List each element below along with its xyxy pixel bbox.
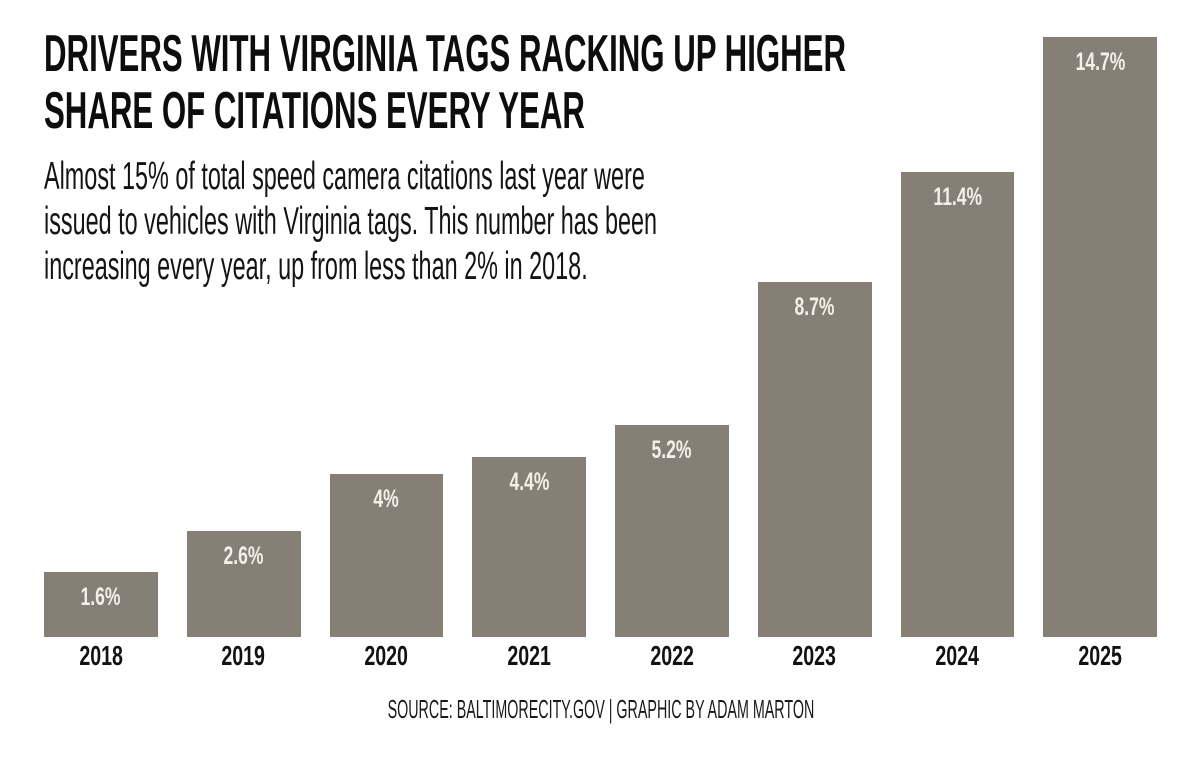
subtitle-line-2: issued to vehicles with Virginia tags. T…: [44, 200, 658, 243]
bar-value-label: 14.7%: [1075, 48, 1125, 76]
bar-value-label: 4%: [373, 485, 400, 513]
x-axis-labels: 2018 2019 2020 2021 2022 2023 2024 2025: [44, 640, 1157, 672]
bar-value-label: 11.4%: [933, 183, 982, 211]
bar-2021: 4.4%: [472, 457, 586, 637]
source-credit: SOURCE: BALTIMORECITY.GOV | GRAPHIC BY A…: [0, 695, 1201, 724]
chart-title: DRIVERS WITH VIRGINIA TAGS RACKING UP HI…: [44, 26, 1201, 140]
chart-subtitle: Almost 15% of total speed camera citatio…: [44, 154, 1066, 289]
bar-value-label: 8.7%: [794, 293, 835, 321]
chart-header: DRIVERS WITH VIRGINIA TAGS RACKING UP HI…: [44, 26, 1201, 140]
source-credit-text: SOURCE: BALTIMORECITY.GOV | GRAPHIC BY A…: [387, 694, 814, 724]
x-axis-label-2022: 2022: [650, 640, 694, 671]
x-axis-label-2023: 2023: [792, 640, 837, 671]
x-axis-label-2021: 2021: [507, 640, 551, 671]
bar-2025: 14.7%: [1043, 37, 1157, 637]
bar-value-label: 5.2%: [651, 436, 692, 464]
bar-2020: 4%: [329, 474, 444, 637]
x-axis-label-2018: 2018: [79, 640, 123, 671]
bar-value-label: 4.4%: [509, 468, 550, 496]
bar-2023: 8.7%: [757, 282, 872, 637]
bar-2018: 1.6%: [44, 572, 158, 637]
bars-row: 1.6% 2.6% 4% 4.4% 5.2% 8.7% 11.4% 14.7%: [44, 37, 1157, 637]
x-axis-label-2019: 2019: [221, 640, 266, 671]
x-axis-label-2020: 2020: [364, 640, 409, 671]
bar-2024: 11.4%: [900, 172, 1015, 637]
subtitle-line-3: increasing every year, up from less than…: [44, 245, 588, 288]
subtitle-line-1: Almost 15% of total speed camera citatio…: [44, 155, 645, 198]
title-line-2: SHARE OF CITATIONS EVERY YEAR: [44, 82, 585, 140]
x-axis-label-2024: 2024: [935, 640, 980, 671]
bar-value-label: 1.6%: [80, 583, 121, 611]
bar-2022: 5.2%: [615, 425, 729, 637]
title-line-1: DRIVERS WITH VIRGINIA TAGS RACKING UP HI…: [44, 25, 847, 83]
x-axis-label-2025: 2025: [1078, 640, 1122, 671]
bar-2019: 2.6%: [186, 531, 301, 637]
bar-value-label: 2.6%: [223, 542, 264, 570]
